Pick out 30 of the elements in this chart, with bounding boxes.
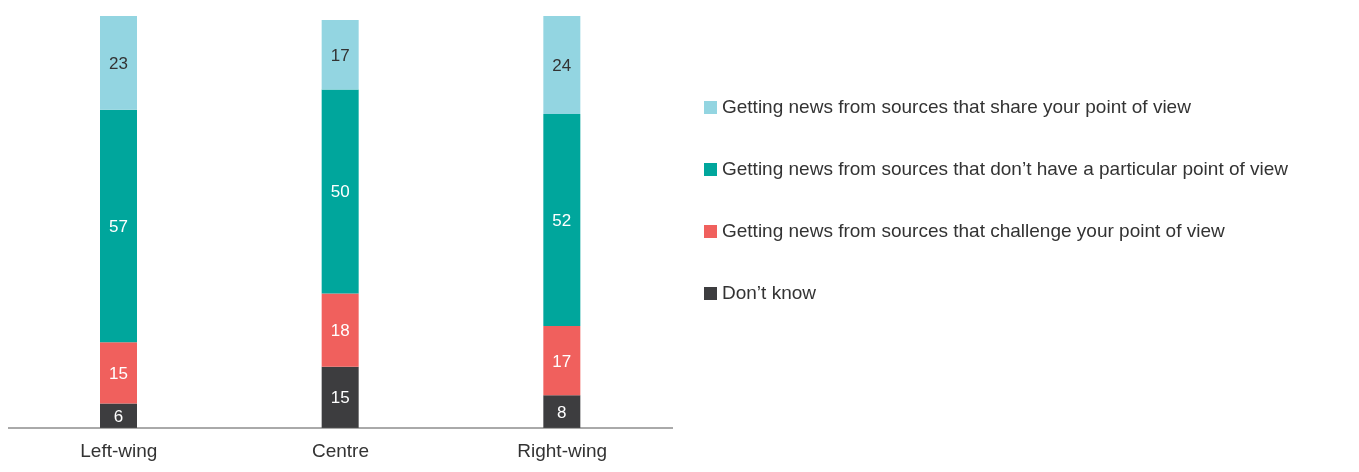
x-tick-label: Centre xyxy=(311,440,370,462)
data-label: 17 xyxy=(330,45,350,65)
x-tick-label: Left-wing xyxy=(80,440,158,462)
data-label: 24 xyxy=(552,55,572,75)
bar xyxy=(543,326,581,396)
bar xyxy=(543,16,581,114)
legend-label: Getting news from sources that share your point of view xyxy=(722,96,1191,118)
legend-label: Don’t know xyxy=(722,282,816,304)
data-label: 17 xyxy=(552,351,572,371)
bar xyxy=(321,89,359,294)
bar xyxy=(321,20,359,90)
bar xyxy=(100,109,137,343)
data-label: 15 xyxy=(330,388,350,408)
data-label: 50 xyxy=(330,182,350,202)
data-label: 23 xyxy=(109,53,128,73)
x-tick-label: Right-wing xyxy=(517,440,608,462)
bar xyxy=(100,342,137,404)
legend-label: Getting news from sources that don’t have a particular point of view xyxy=(722,158,1289,180)
legend-label: Getting news from sources that challenge your point of view xyxy=(722,220,1225,242)
bar xyxy=(321,366,359,428)
data-label: 18 xyxy=(330,321,350,341)
data-label: 6 xyxy=(113,406,124,426)
bar xyxy=(543,395,581,428)
data-label: 8 xyxy=(557,402,567,422)
bar xyxy=(100,16,137,110)
bar xyxy=(321,293,359,367)
bar xyxy=(543,113,581,327)
data-label: 52 xyxy=(552,211,572,230)
data-label: 57 xyxy=(109,217,128,237)
data-label: 15 xyxy=(109,363,128,383)
